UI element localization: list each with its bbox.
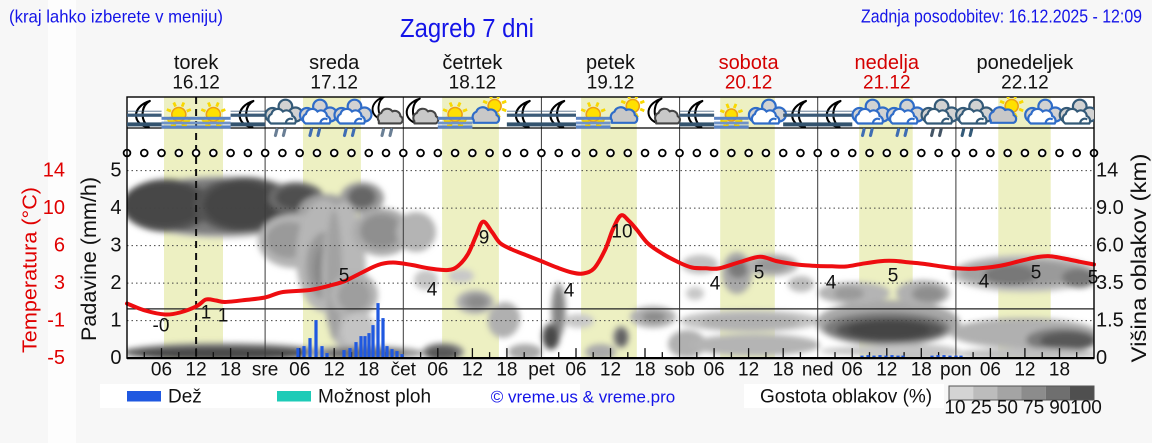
svg-text:25: 25 [971, 398, 992, 419]
svg-text:pon: pon [940, 360, 972, 381]
svg-text:0: 0 [110, 347, 121, 369]
svg-text:1: 1 [110, 310, 121, 332]
svg-text:1: 1 [201, 303, 212, 324]
svg-text:5: 5 [339, 266, 350, 287]
svg-text:-0: -0 [153, 316, 170, 337]
svg-text:18: 18 [773, 360, 794, 381]
svg-text:22.12: 22.12 [1001, 73, 1049, 94]
svg-text:12: 12 [876, 360, 897, 381]
svg-text:5: 5 [888, 266, 899, 287]
svg-text:4: 4 [564, 281, 575, 302]
svg-text:19.12: 19.12 [587, 73, 635, 94]
svg-text:ponedeljek: ponedeljek [977, 52, 1075, 74]
svg-text:21.12: 21.12 [863, 73, 911, 94]
svg-text:5: 5 [110, 160, 121, 182]
svg-text:18: 18 [220, 360, 241, 381]
svg-text:9.0: 9.0 [1096, 197, 1124, 219]
svg-text:18.12: 18.12 [449, 73, 497, 94]
svg-text:5: 5 [754, 263, 765, 284]
svg-text:torek: torek [174, 52, 219, 74]
svg-text:4: 4 [110, 197, 121, 219]
svg-text:5: 5 [1031, 263, 1042, 284]
svg-text:4: 4 [710, 274, 721, 295]
svg-text:Dež: Dež [168, 387, 202, 408]
svg-text:12: 12 [600, 360, 621, 381]
svg-text:18: 18 [911, 360, 932, 381]
svg-text:sob: sob [664, 360, 695, 381]
svg-text:(kraj lahko izberete v meniju): (kraj lahko izberete v meniju) [9, 7, 223, 27]
svg-text:06: 06 [427, 360, 448, 381]
svg-text:ned: ned [802, 360, 834, 381]
svg-text:10: 10 [43, 197, 65, 219]
svg-text:Zagreb 7 dni: Zagreb 7 dni [400, 15, 534, 43]
svg-text:1.5: 1.5 [1096, 310, 1124, 332]
svg-text:20.12: 20.12 [725, 73, 773, 94]
svg-text:14: 14 [43, 160, 65, 182]
svg-text:14: 14 [1096, 160, 1118, 182]
svg-text:18: 18 [496, 360, 517, 381]
svg-text:Višina oblakov (km): Višina oblakov (km) [1128, 154, 1151, 363]
svg-text:5: 5 [1088, 268, 1099, 289]
svg-text:06: 06 [565, 360, 586, 381]
svg-text:Temperatura (°C): Temperatura (°C) [19, 187, 42, 353]
svg-text:10: 10 [944, 398, 965, 419]
svg-text:4: 4 [826, 273, 837, 294]
svg-text:-1: -1 [47, 310, 65, 332]
svg-text:90: 90 [1049, 398, 1070, 419]
svg-text:18: 18 [1049, 360, 1070, 381]
svg-text:Padavine (mm/h): Padavine (mm/h) [78, 177, 101, 341]
svg-text:3.5: 3.5 [1096, 272, 1124, 294]
svg-text:nedelja: nedelja [855, 52, 920, 74]
svg-text:12: 12 [324, 360, 345, 381]
svg-text:06: 06 [289, 360, 310, 381]
svg-text:12: 12 [462, 360, 483, 381]
svg-text:06: 06 [704, 360, 725, 381]
svg-text:12: 12 [1014, 360, 1035, 381]
svg-text:18: 18 [358, 360, 379, 381]
svg-text:06: 06 [842, 360, 863, 381]
svg-text:06: 06 [980, 360, 1001, 381]
svg-text:sre: sre [252, 360, 278, 381]
svg-text:Možnost ploh: Možnost ploh [318, 387, 431, 408]
svg-text:6.0: 6.0 [1096, 235, 1124, 257]
svg-text:16.12: 16.12 [172, 73, 220, 94]
svg-text:-5: -5 [47, 347, 65, 369]
svg-text:Gostota oblakov (%): Gostota oblakov (%) [760, 387, 932, 408]
svg-text:pet: pet [528, 360, 555, 381]
svg-text:6: 6 [54, 235, 65, 257]
svg-text:75: 75 [1023, 398, 1044, 419]
svg-text:17.12: 17.12 [310, 73, 358, 94]
svg-text:2: 2 [110, 272, 121, 294]
svg-text:Zadnja posodobitev: 16.12.2025: Zadnja posodobitev: 16.12.2025 - 12:09 [861, 7, 1142, 27]
svg-text:čet: čet [391, 360, 417, 381]
svg-text:sreda: sreda [309, 52, 360, 74]
svg-text:© vreme.us & vreme.pro: © vreme.us & vreme.pro [491, 388, 675, 407]
svg-text:1: 1 [218, 306, 229, 327]
svg-text:06: 06 [151, 360, 172, 381]
svg-text:petek: petek [586, 52, 636, 74]
svg-text:4: 4 [979, 272, 990, 293]
svg-text:4: 4 [427, 280, 438, 301]
svg-text:9: 9 [479, 228, 490, 249]
svg-text:sobota: sobota [719, 52, 780, 74]
svg-text:50: 50 [997, 398, 1018, 419]
svg-text:3: 3 [54, 272, 65, 294]
svg-text:0: 0 [1096, 347, 1107, 369]
svg-text:18: 18 [634, 360, 655, 381]
svg-text:100: 100 [1070, 398, 1102, 419]
svg-text:četrtek: četrtek [442, 52, 503, 74]
svg-text:12: 12 [738, 360, 759, 381]
svg-text:12: 12 [186, 360, 207, 381]
svg-text:3: 3 [110, 235, 121, 257]
svg-text:10: 10 [611, 222, 632, 243]
